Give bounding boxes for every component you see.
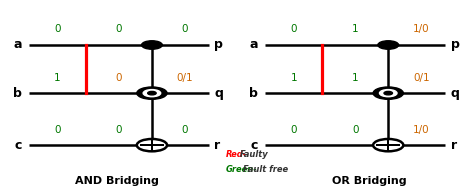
Text: p: p [214,38,223,51]
Text: 1/0: 1/0 [413,24,429,34]
Circle shape [142,41,162,49]
Circle shape [378,41,399,49]
Text: b: b [13,87,22,100]
Text: q: q [451,87,459,100]
Text: a: a [250,38,258,51]
Circle shape [373,87,403,99]
Circle shape [380,90,397,97]
Text: 1/0: 1/0 [413,125,429,135]
Text: p: p [451,38,459,51]
Text: 1: 1 [352,24,358,34]
Text: 0: 0 [54,24,61,34]
Text: Green-: Green- [226,165,257,174]
Circle shape [137,139,167,151]
Text: Red-: Red- [226,150,247,159]
Text: 0/1: 0/1 [413,73,429,83]
Circle shape [137,87,167,99]
Text: 0/1: 0/1 [177,73,193,83]
Text: Faulty: Faulty [239,150,268,159]
Text: 0: 0 [116,125,122,135]
Circle shape [148,91,156,95]
Text: 0: 0 [182,24,188,34]
Text: c: c [15,139,22,152]
Text: OR Bridging: OR Bridging [332,176,407,186]
Text: AND Bridging: AND Bridging [74,176,158,186]
Text: 0: 0 [352,125,358,135]
Text: Fault free: Fault free [243,165,288,174]
Text: r: r [214,139,220,152]
Text: b: b [249,87,258,100]
Text: 1: 1 [54,73,61,83]
Text: 0: 0 [116,24,122,34]
Text: c: c [251,139,258,152]
Text: 0: 0 [291,125,297,135]
Text: 0: 0 [54,125,61,135]
Circle shape [373,139,403,151]
Circle shape [384,91,392,95]
Text: a: a [13,38,22,51]
Text: q: q [214,87,223,100]
Text: r: r [451,139,457,152]
Text: 1: 1 [291,73,297,83]
Text: 0: 0 [182,125,188,135]
Text: 0: 0 [291,24,297,34]
Circle shape [143,90,161,97]
Text: 1: 1 [352,73,358,83]
Text: 0: 0 [116,73,122,83]
